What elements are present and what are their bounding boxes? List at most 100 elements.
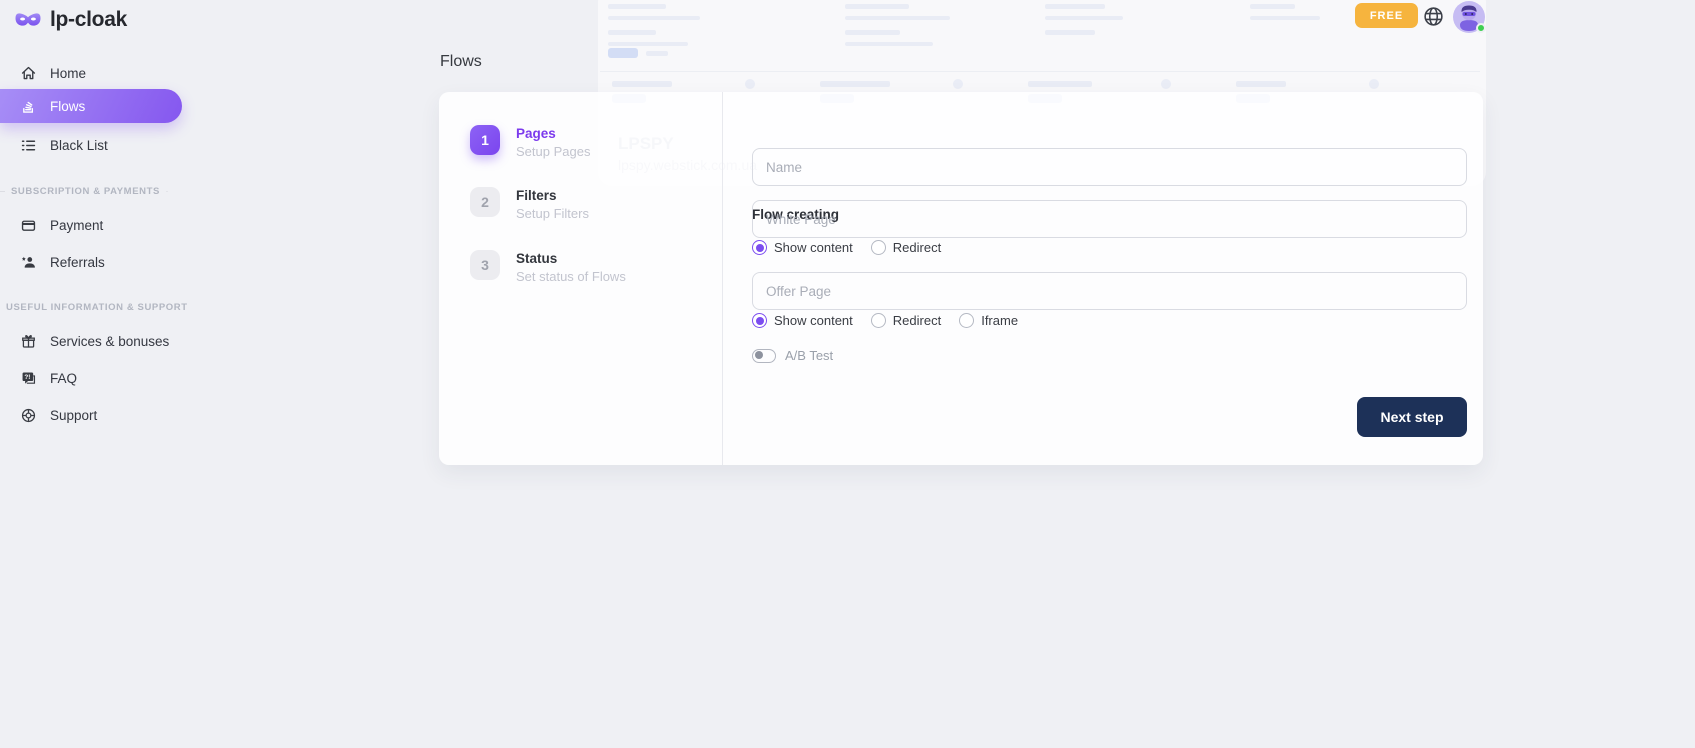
white-page-mode-group: Show content Redirect xyxy=(752,240,947,255)
ghost-bar xyxy=(612,81,672,87)
home-icon xyxy=(21,66,36,79)
step-number: 3 xyxy=(470,250,500,280)
sidebar-item-flows[interactable]: Flows xyxy=(0,89,182,123)
ghost-bar xyxy=(646,51,668,56)
sidebar: lp-cloak Home Flows Black List xyxy=(0,0,188,748)
sidebar-item-label: Home xyxy=(50,65,87,81)
radio-unchecked-icon[interactable] xyxy=(870,313,886,328)
radio-checked-icon[interactable] xyxy=(752,240,767,255)
step-subtitle: Setup Filters xyxy=(516,206,589,221)
ghost-bar xyxy=(1045,16,1123,20)
ghost-bar xyxy=(1250,4,1295,9)
sidebar-item-black-list[interactable]: Black List xyxy=(0,128,182,162)
ghost-bar xyxy=(1045,30,1095,35)
radio-label: Redirect xyxy=(892,240,942,255)
ghost-icon xyxy=(953,79,963,89)
radio-unchecked-icon[interactable] xyxy=(959,313,975,328)
wizard-step-filters[interactable]: 2 Filters Setup Filters xyxy=(470,187,589,221)
ghost-bar xyxy=(1028,81,1092,87)
name-input[interactable] xyxy=(752,148,1467,186)
step-number: 2 xyxy=(470,187,500,217)
step-title: Status xyxy=(516,251,558,266)
sidebar-item-label: Services & bonuses xyxy=(50,333,170,349)
ghost-bar xyxy=(608,4,666,9)
sidebar-item-support[interactable]: Support xyxy=(0,398,182,432)
ghost-bar xyxy=(845,16,950,20)
ghost-bar xyxy=(608,16,700,20)
referrals-icon xyxy=(21,256,35,268)
ghost-button xyxy=(608,48,638,58)
plan-badge[interactable]: FREE xyxy=(1355,3,1418,28)
sidebar-item-label: FAQ xyxy=(50,370,78,386)
avatar[interactable] xyxy=(1453,1,1486,33)
globe-icon[interactable] xyxy=(1422,5,1445,28)
step-subtitle: Setup Pages xyxy=(516,144,591,159)
offer-page-mode-group: Show content Redirect Iframe xyxy=(752,313,1024,328)
flows-icon xyxy=(23,101,34,113)
sidebar-item-label: Referrals xyxy=(50,254,105,270)
sidebar-item-label: Payment xyxy=(50,217,104,233)
ghost-bar xyxy=(1236,81,1286,87)
blacklist-icon xyxy=(21,140,36,150)
ab-test-row: A/B Test xyxy=(752,348,833,363)
sidebar-section-header: SUBSCRIPTION & PAYMENTS xyxy=(0,186,182,197)
ghost-bar xyxy=(1045,4,1105,9)
step-subtitle: Set status of Flows xyxy=(516,269,626,284)
radio-label: Show content xyxy=(774,240,853,255)
svg-text:?!: ?! xyxy=(24,374,30,381)
ghost-bar xyxy=(1250,16,1320,20)
ab-test-toggle[interactable] xyxy=(752,348,776,363)
toggle-knob xyxy=(754,350,763,360)
faq-icon: ?! xyxy=(22,372,36,384)
wizard-step-status[interactable]: 3 Status Set status of Flows xyxy=(470,250,626,284)
ghost-icon xyxy=(745,79,755,89)
offer-page-redirect-option[interactable]: Redirect xyxy=(870,313,942,328)
sidebar-item-label: Black List xyxy=(50,137,108,153)
white-page-input[interactable] xyxy=(752,200,1467,238)
ghost-bar xyxy=(845,4,909,9)
radio-checked-icon[interactable] xyxy=(752,313,767,328)
ab-test-label: A/B Test xyxy=(785,348,834,363)
sidebar-item-referrals[interactable]: Referrals xyxy=(0,245,182,279)
step-number: 1 xyxy=(470,125,500,155)
sidebar-item-services-bonuses[interactable]: Services & bonuses xyxy=(0,324,182,358)
support-icon xyxy=(21,408,36,422)
white-page-redirect-option[interactable]: Redirect xyxy=(870,240,942,255)
radio-label: Show content xyxy=(774,313,853,328)
offer-page-show-content-option[interactable]: Show content xyxy=(752,313,853,328)
ghost-icon xyxy=(1161,79,1171,89)
brand-logo[interactable]: lp-cloak xyxy=(14,8,127,32)
ghost-bar xyxy=(608,42,688,46)
next-step-button[interactable]: Next step xyxy=(1357,397,1467,437)
step-title: Pages xyxy=(516,126,556,141)
ghost-divider xyxy=(600,71,1480,72)
step-title: Filters xyxy=(516,188,557,203)
ghost-bar xyxy=(608,30,656,35)
wizard-step-pages[interactable]: 1 Pages Setup Pages xyxy=(470,125,590,159)
radio-label: Iframe xyxy=(981,313,1019,328)
ghost-bar xyxy=(845,30,900,35)
gift-icon xyxy=(22,334,35,348)
card-divider xyxy=(722,92,723,465)
ghost-icon xyxy=(1369,79,1379,89)
ghost-bar xyxy=(820,81,890,87)
flow-wizard-card: 1 Pages Setup Pages 2 Filters Setup Filt… xyxy=(439,92,1483,465)
brand-name: lp-cloak xyxy=(50,8,127,31)
radio-label: Redirect xyxy=(892,313,942,328)
sidebar-item-label: Support xyxy=(50,407,98,423)
sidebar-item-faq[interactable]: ?! FAQ xyxy=(0,361,182,395)
radio-unchecked-icon[interactable] xyxy=(870,240,886,255)
online-status-dot xyxy=(1476,23,1486,33)
sidebar-section-header: USEFUL INFORMATION & SUPPORT xyxy=(6,302,188,313)
page-title: Flows xyxy=(440,53,482,70)
offer-page-iframe-option[interactable]: Iframe xyxy=(959,313,1018,328)
ghost-bar xyxy=(845,42,933,46)
sidebar-item-payment[interactable]: Payment xyxy=(0,208,182,242)
payment-icon xyxy=(21,220,36,231)
white-page-show-content-option[interactable]: Show content xyxy=(752,240,853,255)
offer-page-input[interactable] xyxy=(752,272,1467,310)
sidebar-item-label: Flows xyxy=(50,98,86,114)
sidebar-item-home[interactable]: Home xyxy=(0,56,182,90)
mask-logo-icon xyxy=(15,12,41,26)
